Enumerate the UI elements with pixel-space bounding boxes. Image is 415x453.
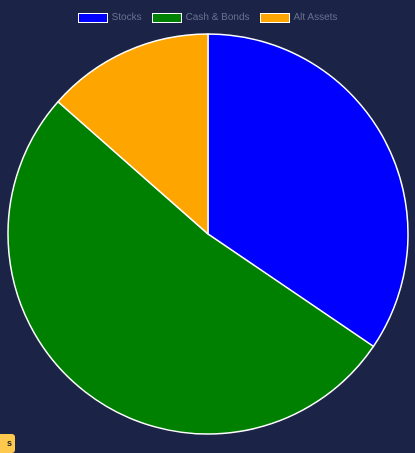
legend-item-stocks[interactable]: Stocks — [77, 12, 142, 23]
legend-item-alt-assets[interactable]: Alt Assets — [259, 12, 338, 23]
legend-label-stocks: Stocks — [111, 12, 142, 23]
pie-slice-cash-bonds[interactable] — [7, 100, 375, 435]
legend-label-cash-bonds: Cash & Bonds — [185, 12, 250, 23]
pie-slice-alt-assets[interactable] — [56, 33, 209, 236]
legend-swatch-stocks — [77, 12, 108, 23]
legend-swatch-cash-bonds — [151, 12, 182, 23]
legend-item-cash-bonds[interactable]: Cash & Bonds — [151, 12, 250, 23]
pie-slice-stocks[interactable] — [207, 33, 409, 348]
legend-label-alt-assets: Alt Assets — [293, 12, 338, 23]
legend-swatch-alt-assets — [259, 12, 290, 23]
corner-tag: s — [0, 434, 15, 453]
chart-legend: Stocks Cash & Bonds Alt Assets — [0, 12, 415, 23]
